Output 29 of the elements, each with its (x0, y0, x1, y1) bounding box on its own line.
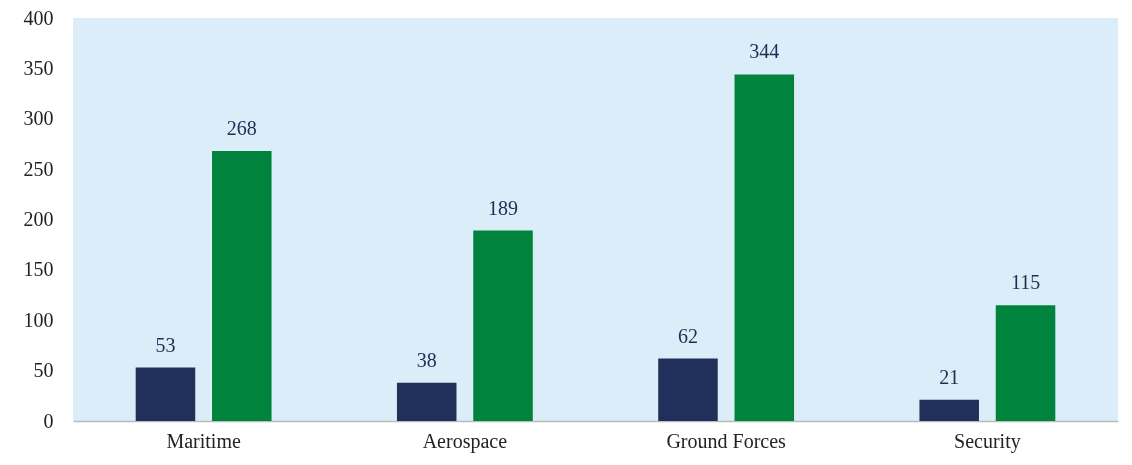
y-tick-label: 250 (23, 157, 54, 180)
bar (135, 367, 196, 421)
x-tick-label: Aerospace (422, 429, 508, 453)
data-label: 115 (1010, 271, 1041, 294)
bar (658, 358, 718, 421)
data-label: 268 (226, 116, 257, 139)
data-label: 189 (488, 196, 519, 219)
bar (396, 382, 457, 421)
y-tick-label: 350 (23, 56, 54, 79)
data-label: 21 (939, 365, 960, 388)
bar (995, 305, 1056, 421)
x-tick-label: Ground Forces (666, 429, 787, 452)
y-tick-label: 50 (33, 359, 54, 382)
data-label: 62 (677, 324, 698, 347)
x-tick-label: Security (954, 429, 1021, 453)
y-tick-label: 200 (23, 208, 54, 230)
y-tick-label: 100 (23, 308, 54, 331)
bar (212, 150, 272, 421)
bar (734, 74, 795, 421)
data-label: 53 (155, 333, 176, 356)
y-tick-label: 0 (43, 409, 54, 432)
bar (473, 230, 533, 421)
data-label: 344 (749, 40, 780, 63)
data-label: 38 (416, 348, 437, 371)
y-tick-label: 150 (23, 258, 54, 281)
bar (919, 399, 979, 421)
y-tick-label: 400 (23, 6, 54, 29)
y-tick-label: 300 (23, 107, 54, 130)
x-tick-label: Maritime (166, 429, 241, 452)
